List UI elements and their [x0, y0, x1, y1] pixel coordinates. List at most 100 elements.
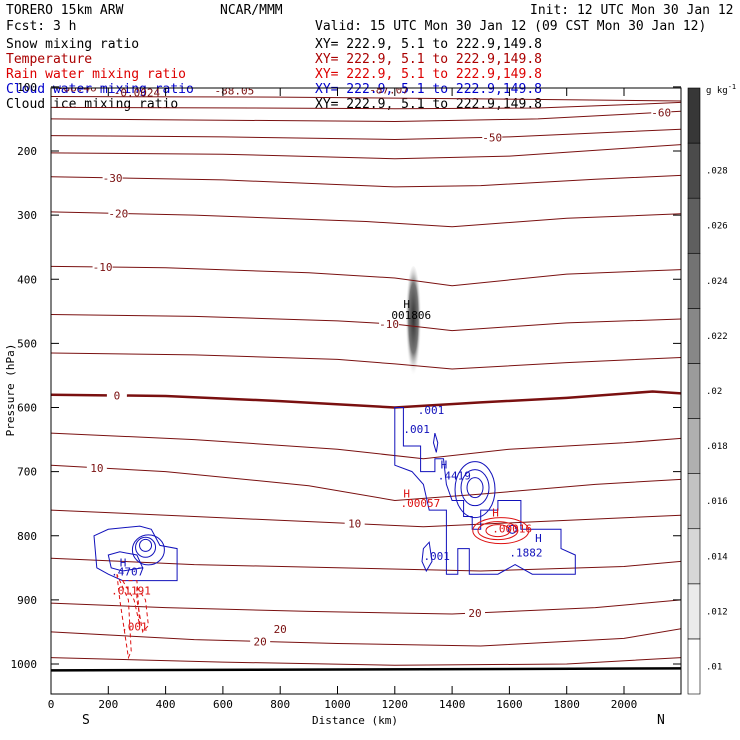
temp-contour — [51, 211, 681, 228]
cloud-water-contour — [421, 541, 433, 573]
temp-contour — [51, 128, 681, 141]
legend-cloud-name: Cloud water mixing ratio — [6, 82, 194, 97]
legend-temp-xy: XY= 222.9, 5.1 to 222.9,149.8 — [315, 52, 542, 67]
x-axis-title: Distance (km) — [312, 714, 398, 727]
extremum-marker: H — [403, 487, 410, 500]
temp-contour — [51, 101, 681, 110]
cloud-water-ring — [466, 477, 484, 499]
colorbar-swatch — [687, 638, 701, 695]
temp-contour-label: 20 — [468, 607, 481, 620]
center-title: NCAR/MMM — [220, 3, 283, 18]
x-tick-label: 600 — [213, 698, 233, 711]
rain-label: .00057 — [401, 497, 441, 510]
colorbar: .01 .012 .014 .016 .018 .02 .022 .024 .026 .028 — [687, 87, 728, 695]
colorbar-unit: g kg-1 — [706, 83, 736, 96]
cloud-water-ring — [507, 524, 517, 534]
legend-rain-name: Rain water mixing ratio — [6, 67, 186, 82]
cloud-water-ring — [135, 536, 157, 558]
colorbar-swatch — [687, 583, 701, 640]
temp-contour — [51, 390, 681, 409]
temp-contour — [51, 628, 681, 647]
colorbar-swatch — [687, 308, 701, 364]
rain-label: .00016 — [492, 523, 532, 536]
y-tick-label: 300 — [17, 209, 37, 222]
y-tick-label: 1000 — [11, 658, 38, 671]
forecast-hour: Fcst: 3 h — [6, 19, 76, 34]
temp-extreme-label: -87.07 — [369, 83, 409, 96]
temp-label-bg — [108, 207, 129, 219]
axes: 0 200 400 600 800 1000 1200 1400 1600 1800 2000100… — [11, 81, 681, 711]
model-title: TORERO 15km ARW — [6, 3, 124, 18]
endpoint-north: N — [657, 713, 665, 728]
legend-rain-xy: XY= 222.9, 5.1 to 222.9,149.8 — [315, 67, 542, 82]
x-tick-label: 1800 — [553, 698, 580, 711]
cloud-water-contour — [93, 525, 178, 582]
temp-extreme-label: -88.05 — [214, 85, 254, 98]
temp-label-bg — [379, 317, 400, 329]
rain-contour — [116, 573, 132, 660]
cloud-water-label: .4707 — [111, 566, 144, 579]
cloud-water-label: .001 — [403, 423, 430, 436]
cloud-water-ring — [454, 461, 496, 519]
extremum-marker: H — [492, 507, 499, 520]
y-tick-label: 700 — [17, 466, 37, 479]
cloud-water-label: .001 — [423, 550, 450, 563]
y-tick-label: 800 — [17, 530, 37, 543]
legend-temp-name: Temperature — [6, 52, 92, 67]
colorbar-tick-label: .012 — [706, 607, 728, 617]
colorbar-tick-label: .01 — [706, 662, 722, 672]
rain-ring — [472, 517, 530, 545]
legend-ice-name: Cloud ice mixing ratio — [6, 97, 178, 112]
x-tick-label: 1600 — [496, 698, 523, 711]
colorbar-tick-label: .016 — [706, 497, 728, 507]
y-tick-label: 100 — [17, 81, 37, 94]
cloud-water-contour — [394, 407, 576, 575]
temp-contour — [51, 174, 681, 188]
temp-label-bg — [482, 131, 503, 143]
x-tick-label: 1400 — [439, 698, 466, 711]
snow-core — [405, 266, 422, 383]
temp-label-bg — [92, 261, 113, 273]
temp-contour-label: 20 — [254, 635, 267, 648]
cloud-water-ring — [460, 469, 490, 507]
temp-contour-label: -20 — [108, 207, 128, 220]
colorbar-swatch — [687, 418, 701, 474]
y-tick-label: 400 — [17, 273, 37, 286]
legend-snow-name: Snow mixing ratio — [6, 37, 139, 52]
colorbar-tick-label: .024 — [706, 277, 728, 287]
temp-contour — [51, 509, 681, 528]
colorbar-swatch — [687, 142, 701, 199]
temp-contour-label: -10 — [379, 318, 399, 331]
x-tick-label: 800 — [270, 698, 290, 711]
y-tick-label: 500 — [17, 337, 37, 350]
snow-max-label: 001806 — [391, 309, 431, 322]
colorbar-tick-label: .026 — [706, 222, 728, 232]
cloud-water-ring — [139, 538, 153, 552]
temp-contour — [51, 144, 681, 160]
rain-ring — [477, 521, 519, 541]
legend-snow-xy: XY= 222.9, 5.1 to 222.9,149.8 — [315, 37, 542, 52]
extremum-marker: H — [535, 532, 542, 545]
y-tick-label: 200 — [17, 145, 37, 158]
plot-frame — [50, 87, 682, 695]
temp-contour — [51, 557, 681, 572]
temp-contour — [51, 96, 681, 102]
legend-cloud-xy: XY= 222.9, 5.1 to 222.9,149.8 — [315, 82, 542, 97]
colorbar-swatch — [687, 252, 701, 309]
temp-contour — [51, 432, 681, 460]
temp-label-bg — [86, 461, 107, 473]
temp-label-bg — [465, 606, 486, 618]
temp-contour — [51, 352, 681, 370]
temp-contour-label: 10 — [348, 518, 361, 531]
temp-label-bg — [250, 635, 271, 647]
colorbar-tick-label: .028 — [706, 167, 728, 177]
temp-contour-label: -60 — [651, 106, 671, 119]
temp-label-bg — [106, 389, 127, 401]
colorbar-swatch — [687, 473, 701, 530]
cloud-water-ring — [131, 534, 165, 566]
y-tick-label: 600 — [17, 402, 37, 415]
rain-contour — [136, 585, 149, 633]
y-tick-label: 900 — [17, 594, 37, 607]
colorbar-tick-label: .018 — [706, 442, 728, 452]
